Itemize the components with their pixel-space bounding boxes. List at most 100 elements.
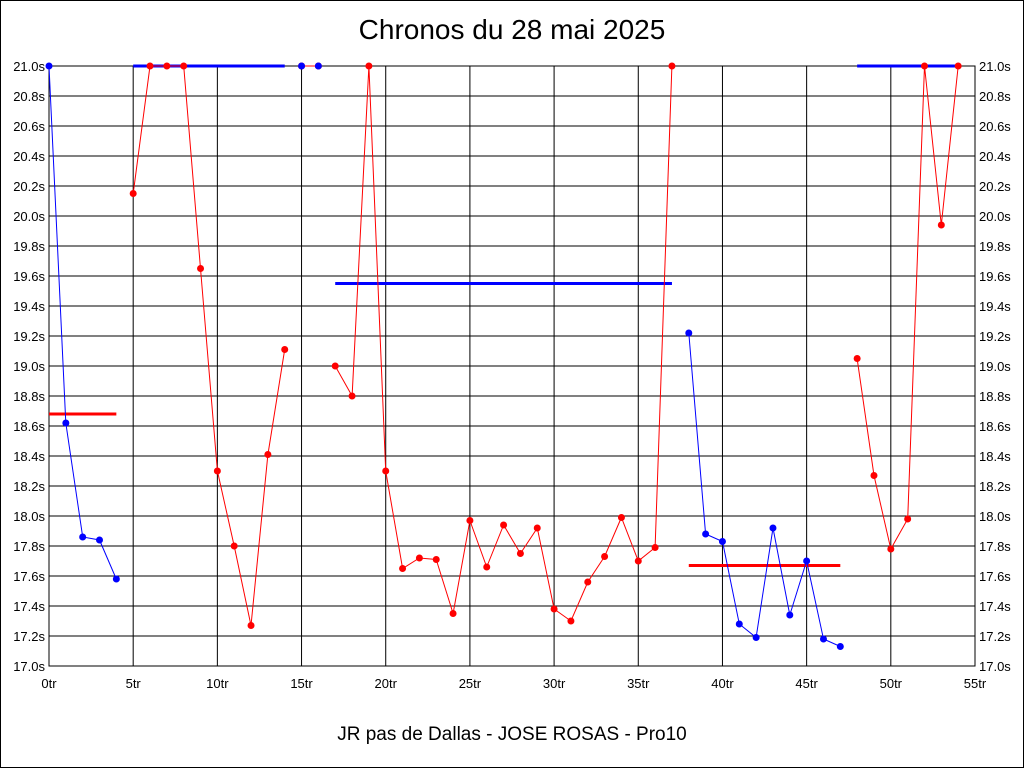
series-line [132,65,286,626]
series-line [48,65,117,580]
y-tick-label-right: 17.8s [979,539,1011,554]
x-tick-label: 25tr [459,676,482,691]
data-point [146,62,154,70]
y-tick-label-right: 18.0s [979,509,1011,524]
data-point [180,62,188,70]
x-tick-label: 0tr [41,676,57,691]
data-point [281,346,289,353]
data-point [870,472,878,479]
series-line [688,332,841,647]
axis-labels-layer: 17.0s 17.0s 17.2s 17.2s 17.4s 17.4s 17.6s 17.6s… [13,59,1011,691]
x-tick-label: 40tr [711,676,734,691]
data-point [382,467,390,475]
y-tick-label-right: 19.2s [979,329,1011,344]
data-point [96,536,104,544]
data-point [466,517,474,524]
data-point [500,521,508,529]
y-tick-label-right: 17.6s [979,569,1011,584]
y-tick-label-left: 21.0s [13,59,45,74]
data-point [365,62,373,70]
data-point [62,419,70,427]
data-point [634,557,642,565]
data-point [819,635,827,643]
data-point [685,329,693,337]
data-point [550,605,558,613]
y-tick-label-right: 18.6s [979,419,1011,434]
y-tick-label-right: 18.2s [979,479,1011,494]
y-tick-label-right: 18.8s [979,389,1011,404]
y-tick-label-right: 21.0s [979,59,1011,74]
data-point [651,544,659,551]
data-point [752,634,760,641]
x-tick-label: 10tr [206,676,229,691]
data-point [920,62,928,70]
y-tick-label-right: 20.2s [979,179,1011,194]
data-point [836,643,844,650]
y-tick-label-left: 18.4s [13,449,45,464]
data-point [533,524,541,532]
x-tick-label: 30tr [543,676,566,691]
data-point [45,62,53,70]
data-point [735,620,743,628]
chart-subtitle: JR pas de Dallas - JOSE ROSAS - Pro10 [337,724,687,745]
y-tick-label-left: 19.2s [13,329,45,344]
series-layer [45,62,962,650]
data-point [668,62,676,70]
data-point [197,265,205,272]
y-tick-label-left: 17.0s [13,659,45,674]
data-point [853,355,861,362]
data-point [601,553,609,560]
y-tick-label-left: 17.2s [13,629,45,644]
data-point [331,362,339,370]
data-point [348,392,356,400]
data-point [264,451,272,458]
y-tick-label-right: 18.4s [979,449,1011,464]
data-point [112,575,120,583]
x-tick-label: 50tr [880,676,903,691]
data-point [314,62,322,70]
y-tick-label-right: 19.6s [979,269,1011,284]
y-tick-label-right: 20.4s [979,149,1011,164]
data-point [399,565,407,572]
x-tick-label: 55tr [964,676,987,691]
y-tick-label-left: 19.0s [13,359,45,374]
data-point [904,515,912,523]
y-tick-label-right: 17.4s [979,599,1011,614]
y-tick-label-left: 19.8s [13,239,45,254]
data-point [617,514,625,521]
y-tick-label-right: 17.2s [979,629,1011,644]
x-tick-label: 35tr [627,676,650,691]
data-point [230,542,238,550]
data-point [298,62,306,70]
data-point [79,533,87,541]
average-lines-layer [49,64,959,567]
y-tick-label-right: 17.0s [979,659,1011,674]
data-point [129,190,137,197]
y-tick-label-right: 20.8s [979,89,1011,104]
data-point [415,554,423,562]
y-tick-label-left: 18.2s [13,479,45,494]
data-point [483,563,491,571]
y-tick-label-left: 17.6s [13,569,45,584]
y-tick-label-left: 20.4s [13,149,45,164]
data-point [516,550,524,557]
y-tick-label-left: 17.4s [13,599,45,614]
data-point [803,557,811,565]
y-tick-label-right: 19.4s [979,299,1011,314]
chart-title: Chronos du 28 mai 2025 [358,14,666,45]
x-tick-label: 15tr [290,676,313,691]
data-point [449,610,457,617]
y-tick-label-left: 19.4s [13,299,45,314]
x-tick-label: 20tr [375,676,398,691]
data-point [954,62,962,70]
data-point [584,578,592,586]
y-tick-label-left: 20.2s [13,179,45,194]
y-tick-label-left: 20.6s [13,119,45,134]
x-tick-label: 5tr [126,676,142,691]
y-tick-label-right: 19.8s [979,239,1011,254]
data-point [887,545,895,553]
data-point [786,611,794,619]
data-point [213,467,221,475]
